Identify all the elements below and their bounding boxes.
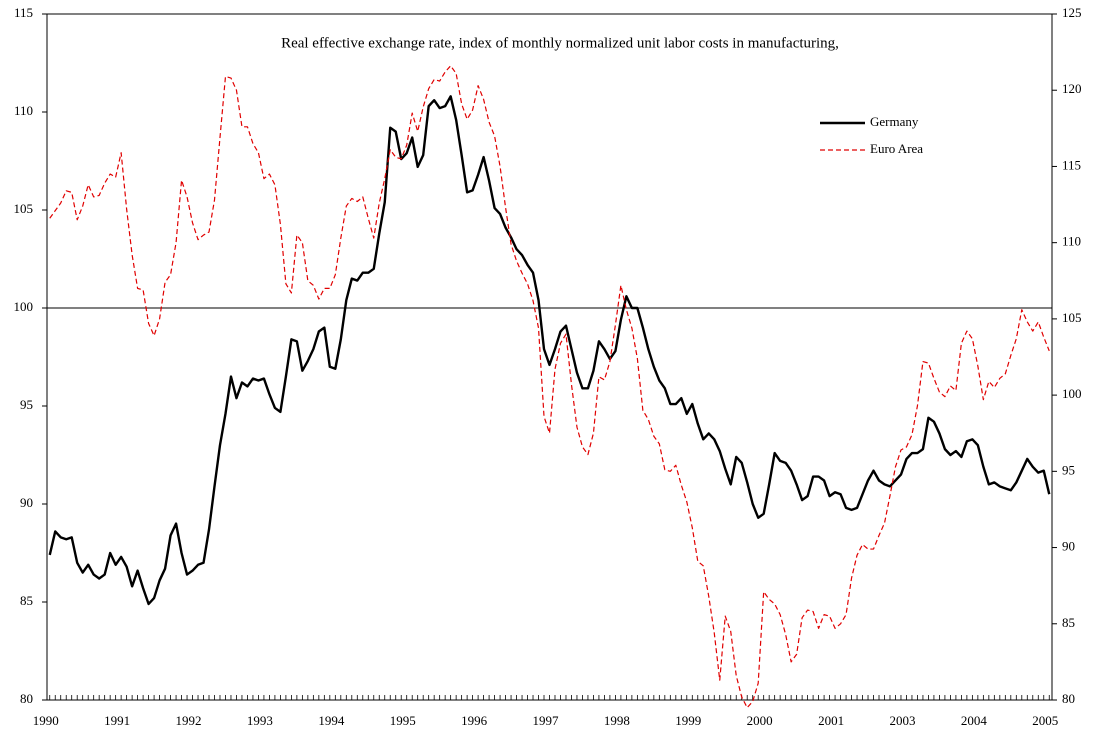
x-tick-label: 2005 [1032,713,1058,728]
y2-tick-label: 110 [1062,234,1081,249]
y2-tick-label: 90 [1062,539,1075,554]
series-line [48,95,1051,606]
y2-tick-label: 95 [1062,462,1075,477]
y2-tick-label: 105 [1062,310,1082,325]
y2-tick-label: 100 [1062,386,1082,401]
y-tick-label: 80 [20,691,33,706]
x-tick-label: 1993 [247,713,273,728]
y-tick-label: 105 [14,201,34,216]
x-tick-label: 2001 [818,713,844,728]
y2-tick-label: 80 [1062,691,1075,706]
x-tick-label: 1992 [176,713,202,728]
y-tick-label: 95 [20,397,33,412]
x-tick-label: 1995 [390,713,416,728]
x-tick-label: 2003 [889,713,915,728]
y2-tick-label: 120 [1062,81,1082,96]
legend-label: Euro Area [870,141,923,156]
x-tick-label: 1998 [604,713,630,728]
x-tick-label: 1991 [104,713,130,728]
y-tick-label: 90 [20,495,33,510]
y-tick-label: 110 [14,103,33,118]
y-tick-label: 100 [14,299,34,314]
x-tick-label: 1994 [318,713,345,728]
x-tick-label: 2000 [747,713,773,728]
x-tick-label: 1990 [33,713,59,728]
y2-tick-label: 115 [1062,157,1081,172]
y-tick-label: 115 [14,5,33,20]
x-tick-label: 1999 [675,713,701,728]
x-tick-label: 1997 [533,713,560,728]
series-line [49,65,1050,709]
y2-tick-label: 125 [1062,5,1082,20]
y2-tick-label: 85 [1062,615,1075,630]
x-tick-label: 1996 [461,713,488,728]
y-tick-label: 85 [20,593,33,608]
chart-title: Real effective exchange rate, index of m… [281,35,839,51]
legend-label: Germany [870,114,919,129]
x-tick-label: 2004 [961,713,988,728]
